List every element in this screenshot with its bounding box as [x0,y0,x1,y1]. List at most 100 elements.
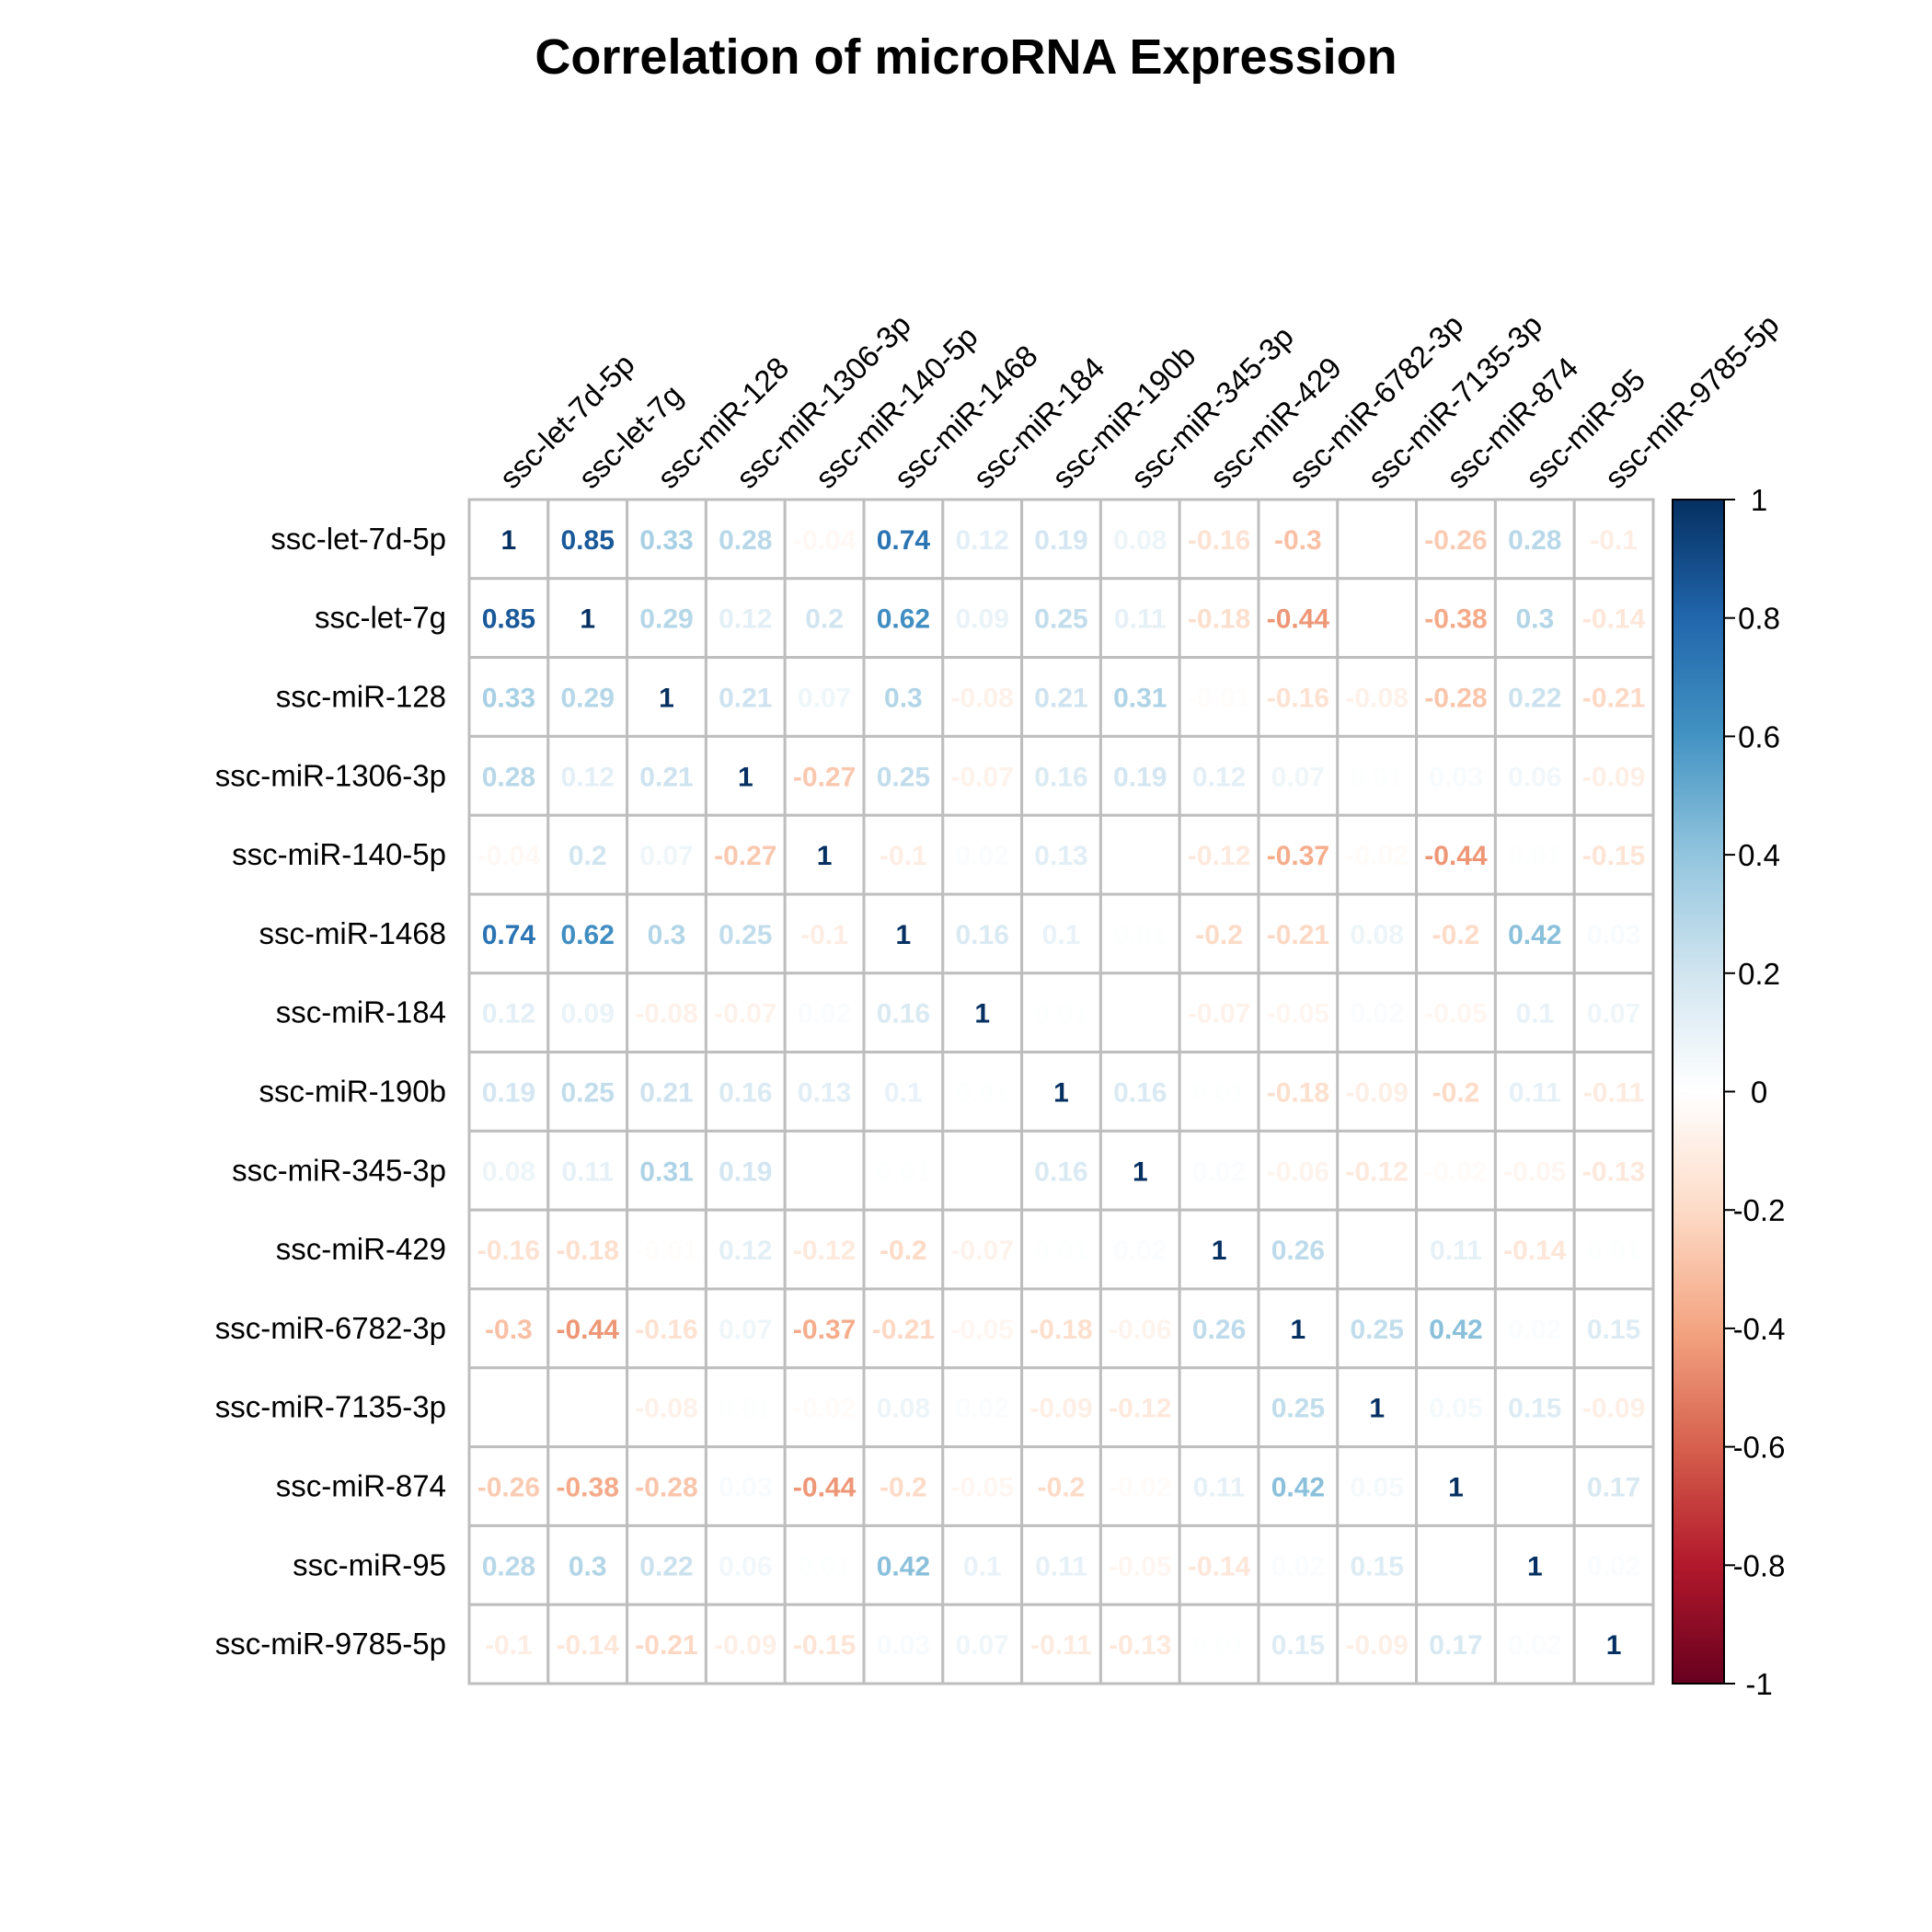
cell-border [1572,813,1655,896]
cell-value: 0.3 [1515,604,1554,635]
cell-border [546,1129,629,1212]
heatmap-cell: -0.14 [1572,577,1655,660]
heatmap-cell: 0.29 [546,656,629,738]
heatmap-cell: 0.22 [1493,656,1576,738]
row-label-ssc-mir-128: ssc-miR-128 [276,680,446,714]
cell-border [626,734,707,817]
cell-value: -0.18 [1267,1078,1329,1109]
cell-value: -0.38 [1424,604,1487,635]
color-bar-tick-label: 0.6 [1738,719,1780,753]
cell-value: 0.25 [877,762,930,792]
cell-value: 0.62 [877,604,930,635]
cell-value: 0 [817,1156,833,1187]
cell-border [546,1445,629,1527]
cell-value: 0.08 [1113,525,1167,556]
heatmap-cell: -0.18 [1020,1287,1102,1370]
cell-border [467,734,550,817]
heatmap-cell: 0.2 [546,813,629,896]
cell-border [1572,1366,1655,1449]
heatmap-cell: 0 [1098,972,1181,1054]
heatmap-cell: -0.18 [546,1208,629,1291]
cell-value: 0.02 [1351,999,1404,1029]
color-bar-tick-label: -0.8 [1733,1548,1786,1582]
cell-border [1415,813,1497,896]
heatmap-cell: 0.25 [1020,577,1102,660]
heatmap-cell: 1 [546,577,629,660]
cell-value: 0.01 [877,1156,930,1187]
heatmap-cell: 0.01 [862,1129,945,1212]
heatmap-cell: -0.3 [1257,498,1340,581]
cell-border [1178,1287,1260,1370]
heatmap-cell: -0.07 [1178,972,1260,1054]
cell-value: 0.3 [569,1551,607,1581]
cell-value: 0 [1133,999,1148,1029]
cell-border [1493,734,1576,817]
cell-border [941,1129,1024,1212]
cell-border [1493,1208,1576,1291]
heatmap-cell: 1 [1178,1208,1260,1291]
cell-value: -0.37 [1267,841,1329,871]
cell-value: -0.12 [1346,1156,1409,1187]
heatmap-cell: 1 [626,656,707,738]
cell-value: 0.74 [482,920,536,950]
cell-value: 0.13 [1034,841,1087,871]
cell-value: 0.02 [956,1394,1009,1424]
cell-border [467,577,550,660]
heatmap-cell: 0.08 [862,1366,945,1449]
cell-border [941,1208,1024,1291]
heatmap-cell: 1 [862,892,945,975]
heatmap-cell: 0.16 [862,972,945,1054]
cell-border [1336,813,1419,896]
heatmap-cell: 0.12 [467,972,550,1054]
color-bar-tick-label: 0 [1751,1075,1767,1110]
cell-value: 0.08 [482,1156,535,1187]
cell-border [626,1366,707,1449]
heatmap-cell: -0.15 [783,1603,866,1685]
heatmap-cell: 0.85 [467,577,550,660]
cell-value: -0.1 [800,920,848,950]
cell-value: 0.26 [1271,1236,1325,1266]
cell-border [1020,1129,1102,1212]
heatmap-cell: -0.21 [626,1603,707,1685]
heatmap-cell: 0.16 [941,892,1024,975]
cell-value: 0.16 [1034,762,1087,792]
cell-value: -0.2 [880,1236,927,1266]
heatmap-cell: 1 [704,734,787,817]
row-label-ssc-let-7g: ssc-let-7g [315,601,446,635]
correlation-matrix: 1 0.85 0.33 0.28 -0.04 0.74 0.12 0.19 0.08 -0.16-… [467,498,1655,1685]
cell-border [704,1524,787,1606]
cell-border [1336,1287,1419,1370]
cell-value: -0.16 [1267,684,1329,714]
heatmap-cell: -0.27 [783,734,866,817]
heatmap-cell: 0.33 [467,656,550,738]
heatmap-cell: -0.28 [626,1445,707,1527]
cell-value: -0.13 [1582,1156,1645,1187]
cell-value: -0.08 [1346,684,1409,714]
cell-border [1020,498,1102,581]
cell-value: 0.01 [1351,762,1404,792]
heatmap-cell: 0.05 [1415,1366,1497,1449]
cell-border [1493,892,1576,975]
cell-value: -0.28 [1424,684,1487,714]
heatmap-cell: 0.03 [1415,734,1497,817]
heatmap-cell: 0.02 [1257,1524,1340,1606]
heatmap-cell: 0.17 [1415,1603,1497,1685]
cell-value: -0.3 [1274,525,1322,556]
cell-value: 0.11 [1430,1236,1482,1266]
heatmap-cell: -0.26 [467,1445,550,1527]
cell-value: 0.17 [1587,1473,1640,1503]
cell-value: 0.31 [1113,684,1167,714]
heatmap-cell: -0.05 [1257,972,1340,1054]
cell-value: 0.2 [569,841,607,871]
cell-border [862,972,945,1054]
heatmap-cell: -0.2 [1178,892,1260,975]
cell-value: -0.2 [1432,1078,1480,1109]
heatmap-cell: 0.25 [1336,1287,1419,1370]
heatmap-cell: -0.04 [783,498,866,581]
heatmap-cell: -0.09 [1020,1366,1102,1449]
cell-border [941,813,1024,896]
heatmap-cell: 1 [1020,1051,1102,1133]
heatmap-cell: -0.44 [783,1445,866,1527]
cell-value: -0.15 [1582,841,1645,871]
cell-value: -0.38 [557,1473,619,1503]
